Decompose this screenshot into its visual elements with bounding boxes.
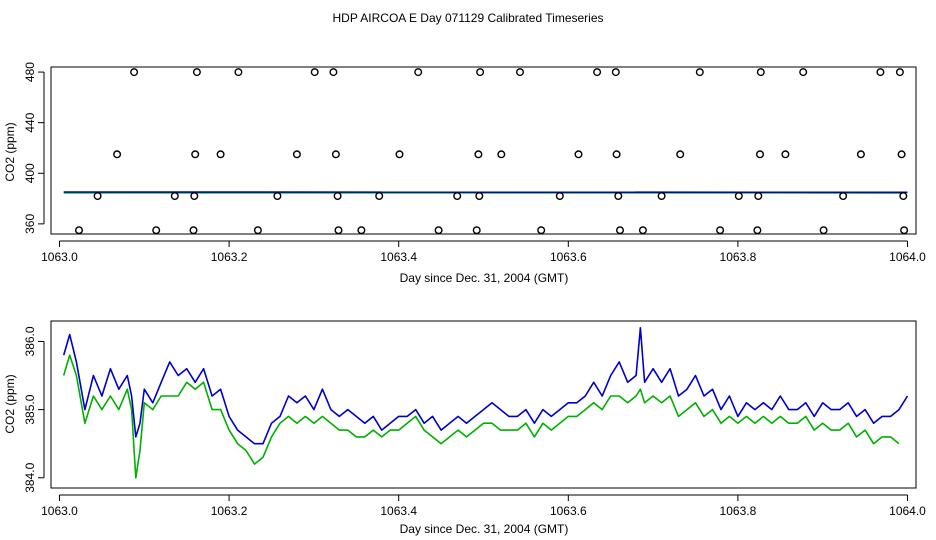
x-tick-label: 1063.8: [720, 250, 757, 264]
calibration-point: [819, 226, 828, 235]
calibration-point: [475, 191, 484, 200]
calibration-point: [716, 226, 725, 235]
y-tick-label: 480: [23, 62, 37, 82]
calibration-point: [334, 226, 343, 235]
calibration-point: [253, 226, 262, 235]
calibration-point: [876, 68, 885, 77]
calibration-point: [856, 150, 865, 159]
bottom-x-axis-label: Day since Dec. 31, 2004 (GMT): [400, 522, 569, 536]
x-tick-label: 1063.0: [41, 504, 78, 518]
calibration-point: [839, 191, 848, 200]
calibration-point: [897, 150, 906, 159]
calibration-point: [191, 150, 200, 159]
y-tick-label: 440: [23, 112, 37, 132]
calibration-point: [292, 150, 301, 159]
x-tick-label: 1064.0: [889, 504, 926, 518]
calibration-point: [310, 68, 319, 77]
calibration-point: [593, 68, 602, 77]
calibration-point: [676, 150, 685, 159]
calibration-point: [516, 68, 525, 77]
x-tick-label: 1063.2: [211, 504, 248, 518]
top-panel: 1063.0 1063.2 1063.4 1063.6 1063.8 1064.0 360…: [3, 62, 926, 285]
x-tick-label: 1063.0: [41, 250, 78, 264]
calibration-point: [331, 150, 340, 159]
bottom-y-axis-label: CO2 (ppm): [3, 374, 17, 433]
x-tick-label: 1064.0: [889, 250, 926, 264]
calibration-point: [574, 150, 583, 159]
x-tick-label: 1063.4: [380, 250, 417, 264]
bottom-panel: 1063.0 1063.2 1063.4 1063.6 1063.8 1064.0 384…: [3, 320, 926, 536]
calibration-point: [333, 191, 342, 200]
top-series-layer: [63, 191, 908, 194]
calibration-point: [611, 68, 620, 77]
x-tick-label: 1063.2: [211, 250, 248, 264]
calibration-point: [614, 191, 623, 200]
x-tick-label: 1063.6: [550, 504, 587, 518]
calibration-point: [612, 150, 621, 159]
calibration-point: [453, 191, 462, 200]
calibration-point: [170, 191, 179, 200]
calibration-point: [189, 226, 198, 235]
calibration-point: [357, 226, 366, 235]
x-tick-label: 1063.4: [380, 504, 417, 518]
calibration-point: [113, 150, 122, 159]
calibration-point: [756, 150, 765, 159]
calibration-point: [234, 68, 243, 77]
y-tick-label: 400: [23, 163, 37, 183]
y-tick-label: 384.0: [23, 462, 37, 492]
calibration-point: [190, 191, 199, 200]
y-tick-label: 386.0: [23, 326, 37, 356]
calibration-point: [93, 191, 102, 200]
top-y-axis: 360 400 440 480: [23, 62, 45, 234]
y-tick-label: 385.0: [23, 394, 37, 424]
calibration-point: [616, 226, 625, 235]
calibration-point: [754, 191, 763, 200]
top-plot-frame: [50, 66, 917, 235]
series-co2-blue: [62, 326, 909, 445]
calibration-point: [74, 226, 83, 235]
calibration-point: [497, 150, 506, 159]
y-tick-label: 360: [23, 214, 37, 234]
calibration-point: [657, 191, 666, 200]
x-tick-label: 1063.8: [720, 504, 757, 518]
calibration-point: [899, 191, 908, 200]
top-x-axis: 1063.0 1063.2 1063.4 1063.6 1063.8 1064.0: [41, 240, 926, 264]
calibration-point: [895, 68, 904, 77]
calibration-point: [900, 226, 909, 235]
x-tick-label: 1063.6: [550, 250, 587, 264]
calibration-point: [781, 150, 790, 159]
calibration-point: [555, 191, 564, 200]
calibration-point: [216, 150, 225, 159]
bottom-y-axis: 384.0 385.0 386.0: [23, 326, 45, 493]
top-x-axis-label: Day since Dec. 31, 2004 (GMT): [400, 271, 569, 285]
calibration-point: [273, 191, 282, 200]
bottom-series-layer: [62, 326, 909, 479]
bottom-x-axis: 1063.0 1063.2 1063.4 1063.6 1063.8 1064.0: [41, 494, 926, 518]
series-co2-green: [62, 354, 900, 479]
top-y-axis-label: CO2 (ppm): [3, 122, 17, 181]
calibration-point: [414, 68, 423, 77]
calibration-point: [734, 191, 743, 200]
calibration-point: [130, 68, 139, 77]
calibration-point: [434, 226, 443, 235]
calibration-point: [638, 226, 647, 235]
calibration-point: [753, 226, 762, 235]
calibration-point: [756, 68, 765, 77]
calibration-point: [152, 226, 161, 235]
calibration-point: [395, 150, 404, 159]
top-calibration-points: [74, 68, 909, 235]
calibration-point: [476, 68, 485, 77]
calibration-point: [192, 68, 201, 77]
calibration-point: [537, 226, 546, 235]
calibration-point: [329, 68, 338, 77]
chart-title: HDP AIRCOA E Day 071129 Calibrated Times…: [332, 11, 603, 25]
calibration-point: [472, 226, 481, 235]
calibration-point: [375, 191, 384, 200]
bottom-plot-frame: [50, 320, 917, 489]
calibration-point: [474, 150, 483, 159]
calibration-point: [695, 68, 704, 77]
calibration-point: [799, 68, 808, 77]
